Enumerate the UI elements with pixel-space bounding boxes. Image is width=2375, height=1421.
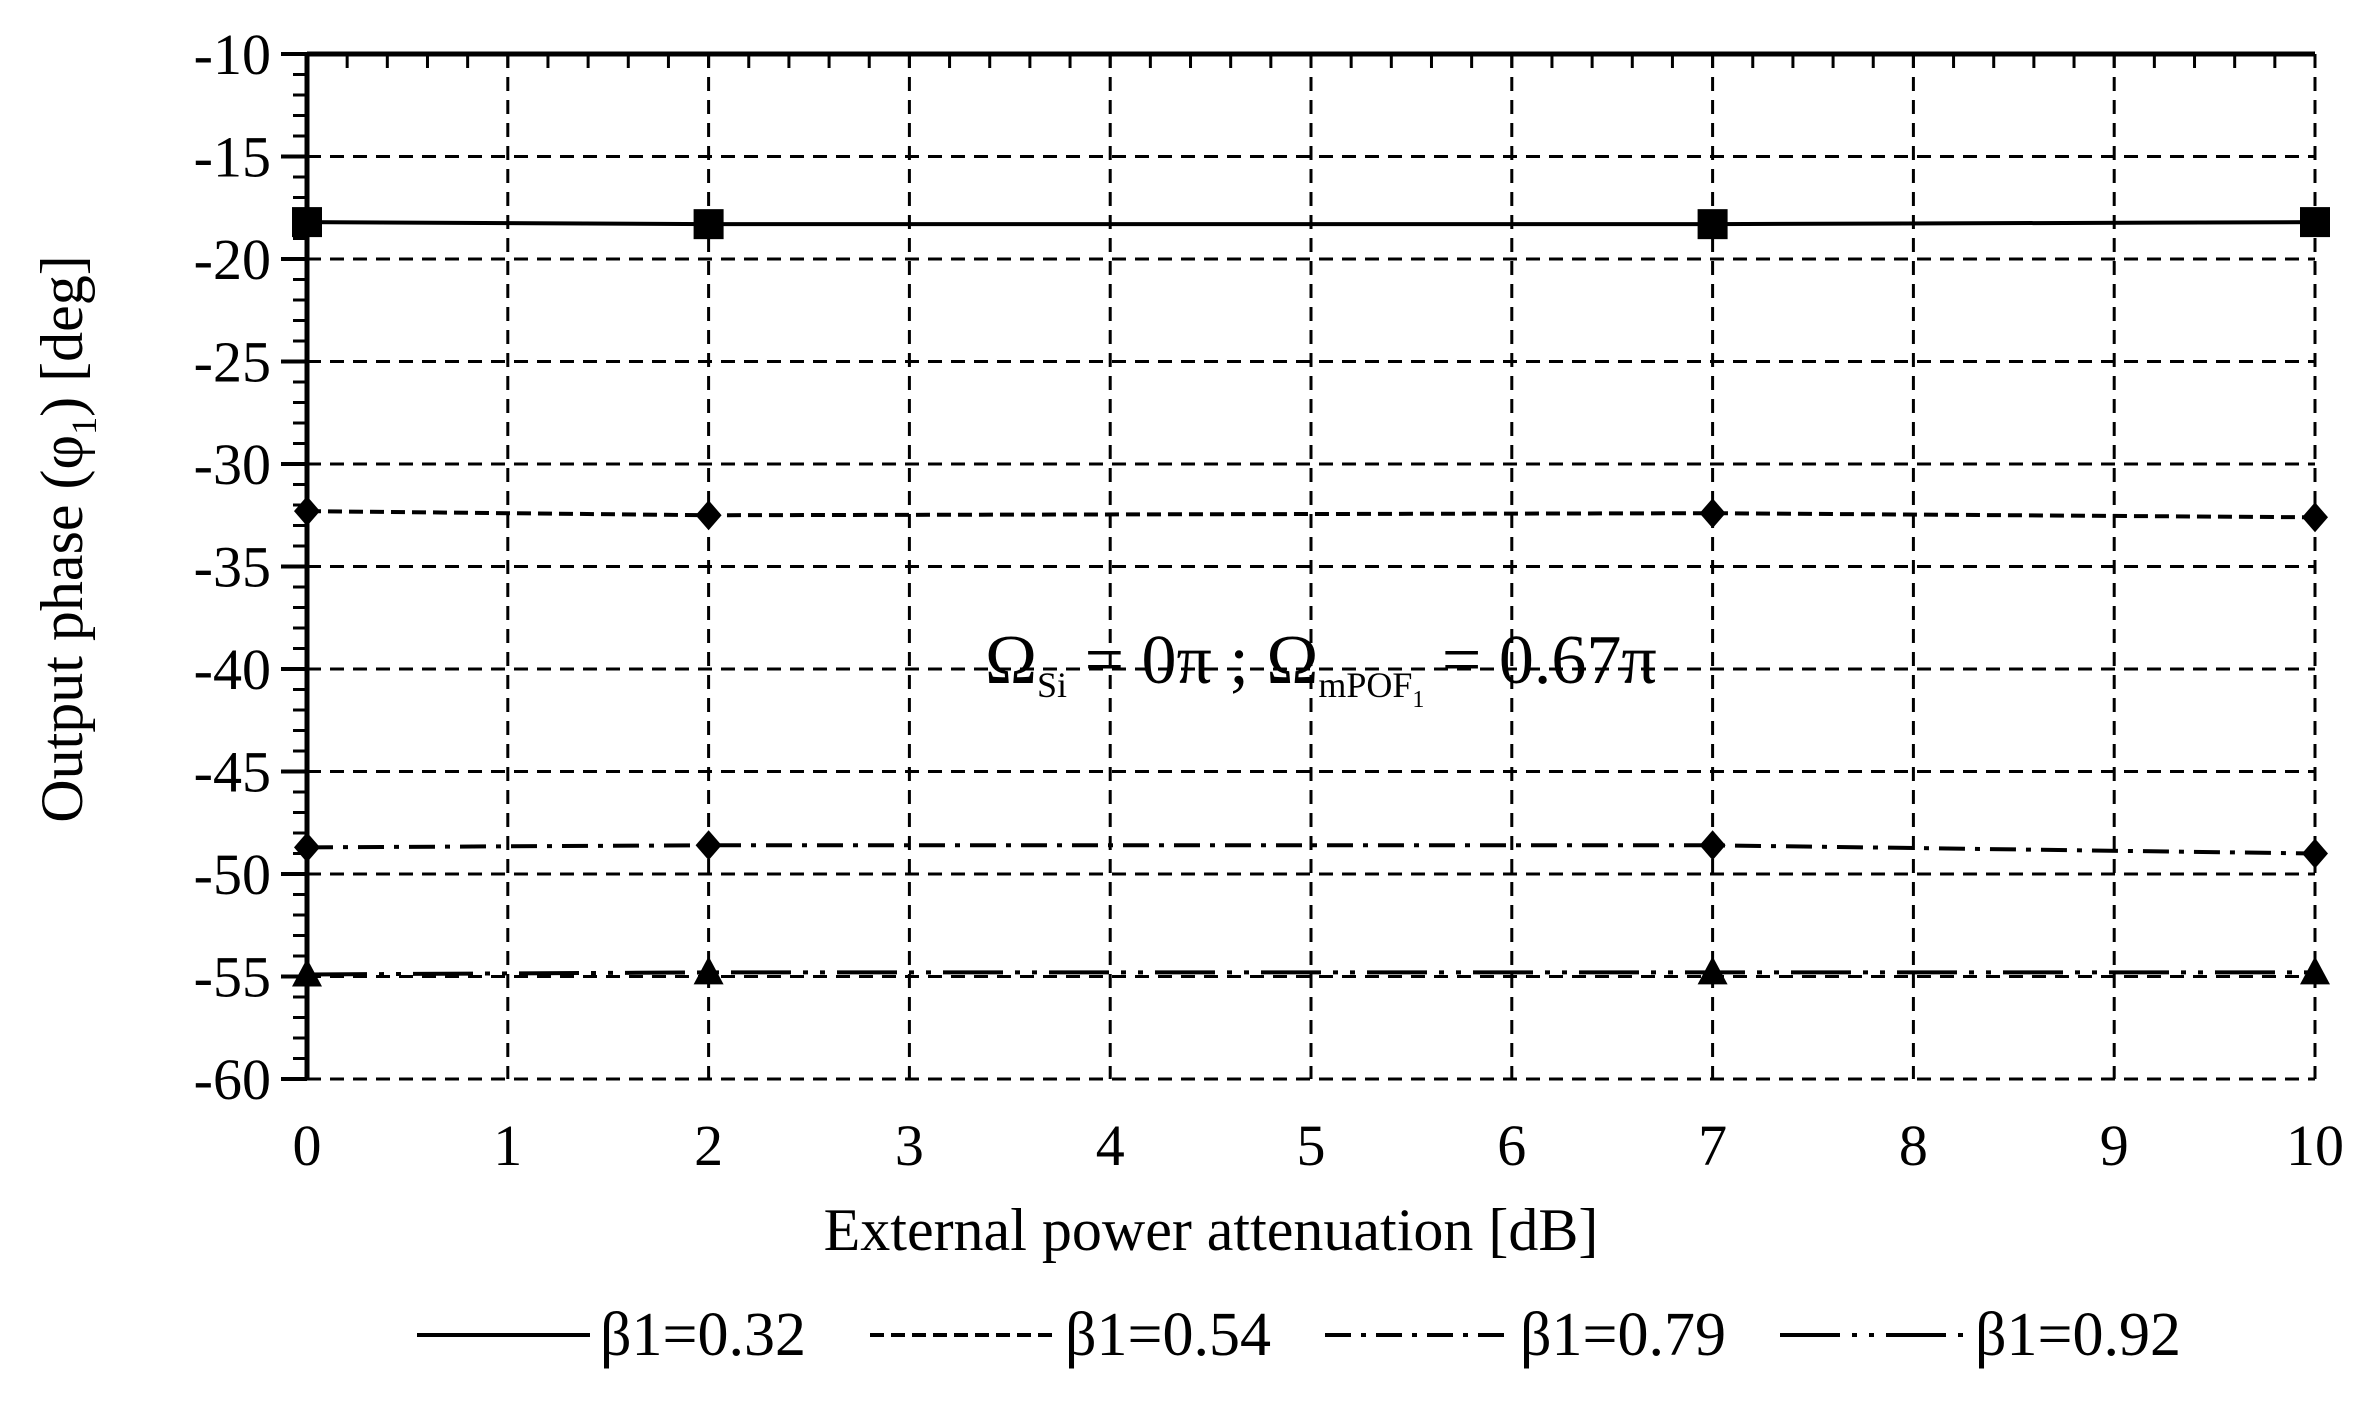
x-tick-label: 2 <box>694 1113 723 1178</box>
legend-label-3: β1=0.79 <box>1520 1301 1726 1369</box>
legend-label-4: β1=0.92 <box>1975 1301 2181 1369</box>
y-tick-label: -55 <box>194 945 271 1010</box>
y-tick-label: -20 <box>194 227 271 292</box>
series-1-point <box>292 207 322 238</box>
series-line-3 <box>306 843 2316 856</box>
series-3-point <box>2302 838 2328 869</box>
legend-label-2: β1=0.54 <box>1065 1301 1271 1369</box>
x-tick-label: 5 <box>1297 1113 1326 1178</box>
annotation-sub-si: Si <box>1037 665 1067 705</box>
y-tick-label: -50 <box>194 842 271 907</box>
y-tick-label: -25 <box>194 330 271 395</box>
annotation-sub-mpof-index: 1 <box>1412 687 1424 713</box>
series-1-point <box>693 209 724 240</box>
x-tick-labels: 0 1 2 3 4 5 6 7 8 9 10 <box>293 1113 2345 1178</box>
y-axis-title-sub: 1 <box>64 417 104 435</box>
y-tick-label: -45 <box>194 740 271 805</box>
legend-label-1: β1=0.32 <box>600 1301 806 1369</box>
annotation-omega-si: Ω <box>985 622 1037 699</box>
y-axis-title-post: ) [deg] <box>29 255 95 417</box>
y-tick-label: -10 <box>194 22 271 87</box>
annotation-mid: = 0π ; Ω <box>1067 622 1318 699</box>
x-tick-label: 7 <box>1698 1113 1727 1178</box>
series-4-point <box>1697 956 1728 985</box>
y-tick-label: -30 <box>194 432 271 497</box>
x-tick-label: 6 <box>1497 1113 1526 1178</box>
x-tick-label: 8 <box>1899 1113 1928 1178</box>
chart-grid <box>307 54 2317 1081</box>
annotation-sub-mpof: mPOF <box>1318 665 1412 705</box>
series-2-point <box>695 500 722 531</box>
y-tick-label: -60 <box>194 1047 271 1112</box>
y-tick-label: -40 <box>194 637 271 702</box>
y-tick-labels: -10 -15 -20 -25 -30 -35 -40 -45 -50 -55 -60 <box>194 22 271 1112</box>
x-tick-label: 10 <box>2286 1113 2344 1178</box>
series-2-point <box>294 496 320 527</box>
series-2-point <box>2302 502 2328 533</box>
series-line-1 <box>306 220 2316 227</box>
series-markers <box>292 207 2330 987</box>
series-1-point <box>1697 209 1728 240</box>
series-lines <box>306 220 2316 977</box>
y-tick-label: -35 <box>194 535 271 600</box>
x-tick-label: 0 <box>293 1113 322 1178</box>
annotation-omega: ΩSi = 0π ; ΩmPOF1 = 0.67π <box>985 622 1657 713</box>
annotation-tail: = 0.67π <box>1424 622 1656 699</box>
series-3-point <box>695 830 722 861</box>
series-line-4 <box>306 970 2315 977</box>
series-4-point <box>292 958 322 987</box>
series-1-point <box>2300 207 2330 238</box>
y-tick-label: -15 <box>194 125 271 190</box>
y-axis-title: Output phase (φ1) [deg] <box>29 255 104 822</box>
legend: β1=0.32 β1=0.54 β1=0.79 β1=0.92 <box>417 1301 2181 1369</box>
y-axis-title-pre: Output phase (φ <box>29 435 95 823</box>
series-2-point <box>1699 498 1726 529</box>
x-axis-title: External power attenuation [dB] <box>824 1197 1599 1263</box>
x-tick-label: 4 <box>1096 1113 1125 1178</box>
x-tick-label: 1 <box>493 1113 522 1178</box>
series-3-point <box>294 832 320 863</box>
x-tick-label: 3 <box>895 1113 924 1178</box>
x-tick-label: 9 <box>2100 1113 2129 1178</box>
series-4-point <box>2300 956 2330 985</box>
series-3-point <box>1699 830 1726 861</box>
series-line-2 <box>306 509 2316 520</box>
series-4-point <box>693 956 724 985</box>
